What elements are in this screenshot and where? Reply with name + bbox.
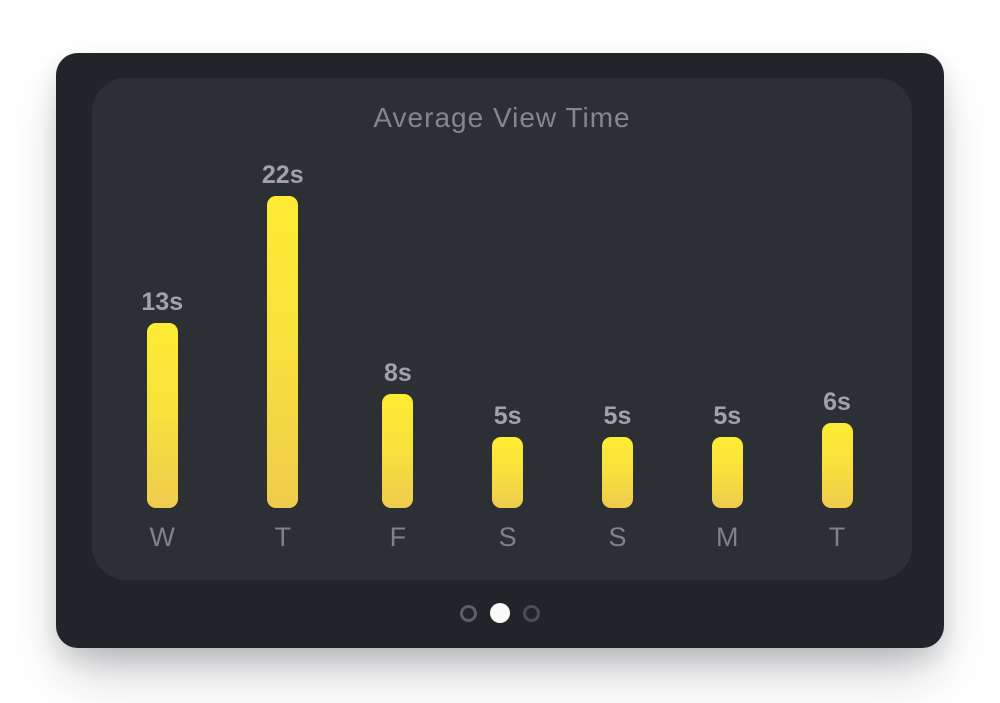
bar-column: 5s S <box>492 401 524 552</box>
bar <box>601 437 633 508</box>
bar <box>146 323 178 508</box>
bar-column: 22s T <box>261 160 304 552</box>
bar <box>711 437 743 508</box>
day-label: W <box>149 522 175 552</box>
day-label: T <box>274 522 292 552</box>
bar-value-label: 5s <box>713 401 742 430</box>
bar-column: 6s T <box>821 387 853 552</box>
day-label: T <box>828 522 846 552</box>
bar-chart: 13s W 22s T 8s F 5s S 5s S 5s M 6s T <box>102 160 892 552</box>
bar <box>382 394 414 508</box>
bar <box>267 196 299 508</box>
bar-column: 5s M <box>711 401 743 552</box>
bar <box>821 423 853 508</box>
bar-value-label: 8s <box>383 358 412 387</box>
day-label: S <box>608 522 627 552</box>
bar-value-label: 22s <box>261 160 304 189</box>
bar-column: 5s S <box>601 401 633 552</box>
device-frame: Average View Time 13s W 22s T 8s F 5s S 5s S 5s M 6s… <box>56 53 944 648</box>
carousel-page-dots <box>56 603 944 623</box>
bar <box>492 437 524 508</box>
page-dot[interactable] <box>523 604 540 622</box>
bar-value-label: 13s <box>141 287 184 316</box>
bar-column: 13s W <box>141 287 184 552</box>
page-dot[interactable] <box>460 604 477 622</box>
bar-value-label: 6s <box>823 387 851 416</box>
bar-value-label: 5s <box>603 401 632 430</box>
bar-column: 8s F <box>382 358 414 552</box>
chart-title: Average View Time <box>373 102 631 133</box>
day-label: M <box>715 522 739 552</box>
average-view-time-card: Average View Time 13s W 22s T 8s F 5s S 5s S 5s M 6s… <box>92 78 912 580</box>
day-label: F <box>389 522 407 552</box>
bar-value-label: 5s <box>493 401 522 430</box>
day-label: S <box>498 522 517 552</box>
page-dot-active[interactable] <box>490 603 510 623</box>
